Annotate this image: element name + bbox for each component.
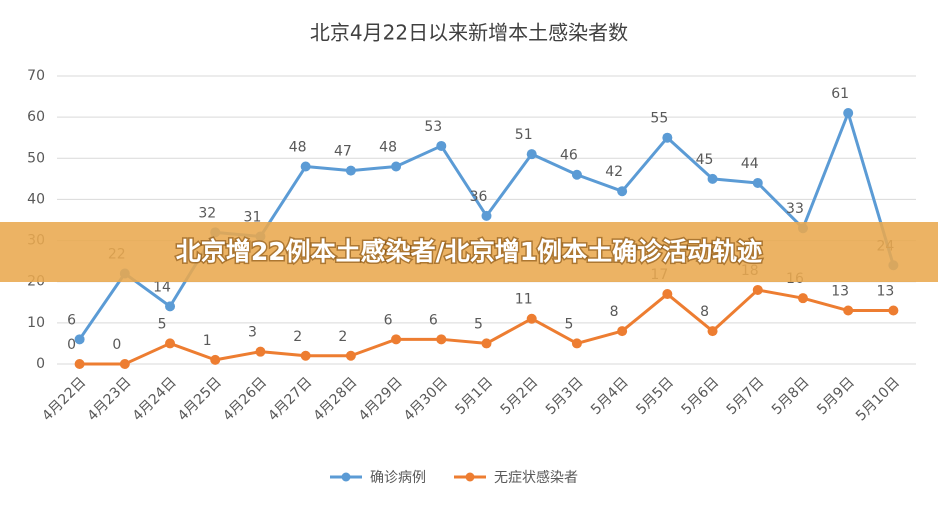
point [526,313,537,324]
point [752,284,763,295]
point [888,305,899,316]
data-label: 3 [248,325,257,341]
data-label: 36 [470,189,488,205]
legend-label: 确诊病例 [370,470,426,486]
data-label: 6 [384,312,393,328]
data-label: 8 [700,304,709,320]
point [526,149,537,160]
banner-text: 北京增22例本土感染者/北京增1例本土确诊活动轨迹 [176,237,762,266]
data-label: 6 [67,312,76,328]
point [707,173,718,184]
banner [0,222,938,282]
point [707,326,718,337]
point [119,359,130,369]
y-tick-label: 40 [27,191,45,207]
data-label: 55 [650,111,668,127]
data-label: 48 [289,140,307,156]
point [617,186,628,197]
point [617,326,628,337]
data-label: 13 [831,284,849,300]
data-label: 1 [203,333,212,349]
legend-marker [341,472,351,482]
data-label: 0 [67,337,76,353]
point [752,177,763,188]
point [391,334,402,345]
data-label: 33 [786,201,804,217]
data-label: 13 [876,284,894,300]
point [797,293,808,304]
data-label: 44 [741,156,759,172]
y-tick-label: 50 [27,150,45,166]
data-label: 0 [112,337,121,353]
y-tick-label: 60 [27,109,45,125]
point [210,354,221,365]
point [74,359,85,369]
data-label: 47 [334,144,352,160]
point [481,210,492,221]
data-label: 31 [244,209,262,225]
data-label: 51 [515,127,533,143]
point [300,350,311,361]
point [345,165,356,176]
point [436,334,447,345]
point [436,140,447,151]
y-tick-label: 0 [36,356,45,372]
data-label: 2 [338,329,347,345]
point [662,132,673,143]
data-label: 48 [379,140,397,156]
point [391,161,402,172]
data-label: 5 [474,316,483,332]
point [843,305,854,316]
data-label: 53 [424,119,442,135]
data-label: 11 [515,292,533,308]
point [165,301,176,312]
point [74,334,85,345]
data-label: 42 [605,164,623,180]
data-label: 45 [696,152,714,168]
point [571,338,582,349]
y-tick-label: 70 [27,68,45,84]
data-label: 61 [831,86,849,102]
point [662,289,673,300]
point [571,169,582,180]
data-label: 46 [560,148,578,164]
data-label: 32 [198,205,216,221]
data-label: 6 [429,312,438,328]
point [481,338,492,349]
y-tick-label: 10 [27,315,45,331]
point [345,350,356,361]
point [255,346,266,357]
point [165,338,176,349]
data-label: 2 [293,329,302,345]
data-label: 8 [610,304,619,320]
legend-label: 无症状感染者 [494,469,578,486]
data-label: 5 [158,316,167,332]
data-label: 14 [153,279,171,295]
chart-title: 北京4月22日以来新增本土感染者数 [310,21,628,45]
legend-marker [465,472,475,482]
point [300,161,311,172]
data-label: 5 [564,316,573,332]
point [843,108,854,119]
